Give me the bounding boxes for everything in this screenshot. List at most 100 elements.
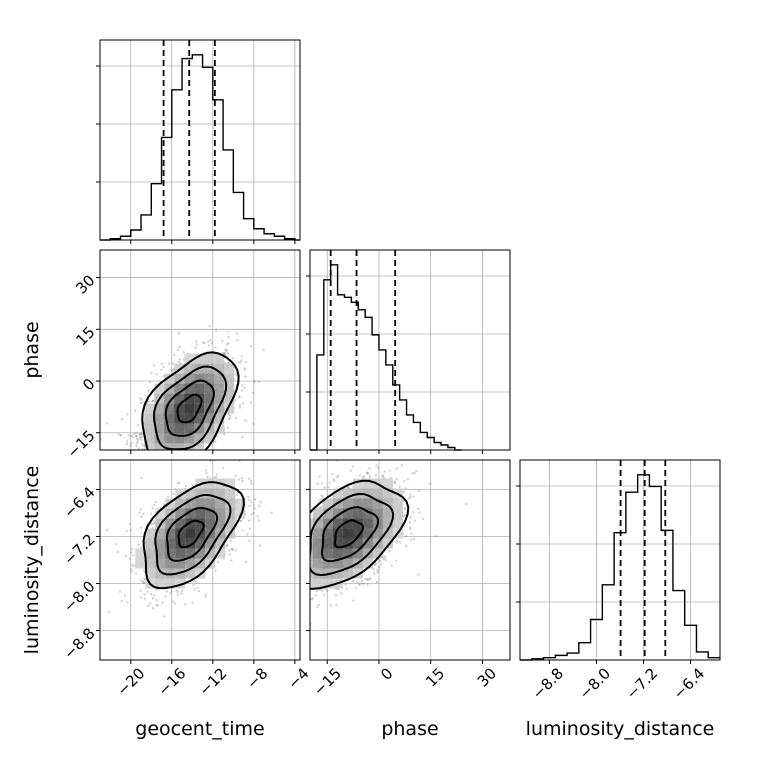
scatter-point <box>241 402 245 405</box>
scatter-inner <box>105 460 273 618</box>
density-cell <box>165 558 176 569</box>
density-cell <box>195 538 206 549</box>
scatter-point <box>364 577 367 581</box>
y-tick-label-luminosity_distance: −8.8 <box>60 624 98 662</box>
density-cell <box>293 569 303 579</box>
scatter-point <box>247 519 250 522</box>
scatter-point <box>393 480 397 484</box>
density-cell <box>225 488 236 499</box>
scatter-point <box>139 508 142 511</box>
scatter-point <box>140 435 144 438</box>
scatter-point <box>224 348 227 351</box>
scatter-point <box>252 511 255 515</box>
scatter-point <box>325 589 329 593</box>
scatter-point <box>138 511 141 514</box>
density-cell <box>174 393 185 404</box>
scatter-point <box>147 604 150 608</box>
scatter-point <box>360 579 364 582</box>
scatter-point <box>177 332 181 335</box>
density-cell <box>235 508 246 519</box>
density-cell <box>392 518 403 529</box>
scatter-point <box>226 426 230 429</box>
density-cell <box>164 373 175 384</box>
scatter-point <box>125 529 128 533</box>
density-cell <box>185 568 196 579</box>
scatter-point <box>404 487 408 490</box>
scatter-point <box>150 371 153 375</box>
scatter-point <box>249 479 253 483</box>
scatter-point <box>158 454 160 456</box>
scatter-point <box>175 461 177 463</box>
scatter-point <box>304 570 306 572</box>
density-cell <box>135 558 146 569</box>
density-cell <box>362 538 373 549</box>
scatter-point <box>253 379 256 383</box>
density-cell <box>204 433 215 444</box>
scatter-point <box>193 588 196 591</box>
scatter-point <box>405 544 408 548</box>
scatter-point <box>140 476 143 480</box>
contour-level-3 <box>310 479 410 590</box>
scatter-point <box>227 342 230 345</box>
scatter-point <box>402 479 406 483</box>
scatter-point <box>171 600 174 603</box>
scatter-point <box>170 369 173 372</box>
scatter-point <box>236 339 239 342</box>
density-cell <box>154 443 165 450</box>
scatter-point <box>315 590 319 593</box>
scatter-point <box>163 615 166 618</box>
scatter-point <box>135 437 138 440</box>
scatter-point <box>226 330 229 333</box>
scatter-point <box>139 596 143 599</box>
density-cell <box>362 518 373 529</box>
scatter-point <box>155 373 158 376</box>
density-cell <box>332 488 343 499</box>
density-cell <box>214 363 225 374</box>
density-cell <box>155 548 166 559</box>
scatter-point <box>321 495 325 498</box>
scatter-point <box>214 346 217 349</box>
density-cell <box>145 568 156 579</box>
scatter-point <box>142 512 145 516</box>
scatter-point <box>319 506 322 509</box>
scatter-point <box>161 601 164 604</box>
scatter-point <box>138 435 142 439</box>
scatter-point <box>126 601 129 604</box>
density-cell <box>164 393 175 404</box>
scatter-point <box>314 594 317 597</box>
density-cell <box>145 538 156 549</box>
scatter-point <box>184 603 187 606</box>
y-tick-label-phase: −15 <box>63 427 98 462</box>
density-cell <box>312 538 323 549</box>
scatter-point <box>395 541 398 544</box>
scatter-point <box>252 504 255 507</box>
scatter-point <box>240 519 243 522</box>
scatter-point <box>129 529 132 532</box>
contour-level-3 <box>141 351 240 450</box>
scatter-point <box>257 519 261 522</box>
scatter-point <box>167 495 170 498</box>
density-cell <box>224 363 235 374</box>
density-cell <box>195 488 206 499</box>
density-cell <box>205 548 216 559</box>
scatter-point <box>258 380 261 383</box>
scatter-point <box>209 338 212 342</box>
scatter-point <box>241 435 244 439</box>
scatter-point <box>225 343 229 346</box>
density-cell <box>310 548 313 559</box>
scatter-point <box>464 502 468 506</box>
scatter-point <box>235 549 238 552</box>
scatter-point <box>321 589 324 592</box>
scatter-point <box>151 507 154 510</box>
density-cell <box>205 538 216 549</box>
density-cell <box>175 578 186 589</box>
scatter-point <box>310 597 313 601</box>
scatter-point <box>383 470 386 473</box>
scatter-point <box>335 603 338 606</box>
scatter-point <box>259 500 262 504</box>
scatter-point <box>120 417 124 421</box>
scatter-point <box>138 397 142 400</box>
scatter-point <box>148 400 151 403</box>
scatter-point <box>228 417 232 420</box>
scatter-point <box>323 486 326 489</box>
